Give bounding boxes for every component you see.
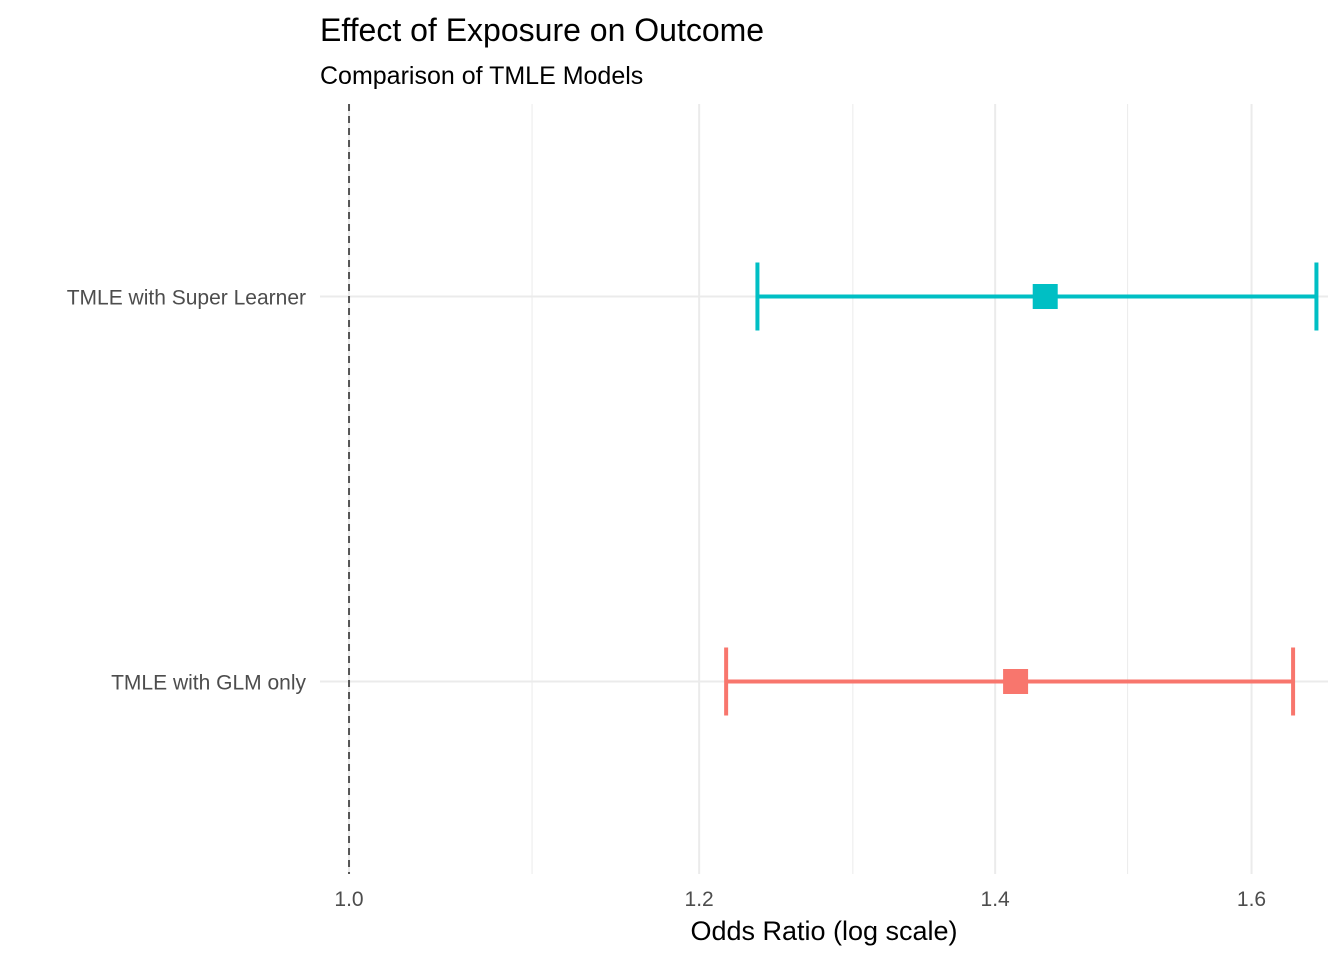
x-tick-label: 1.0 [334, 888, 363, 911]
plot-marks [724, 262, 1319, 716]
y-axis-labels: TMLE with GLM only TMLE with Super Learne… [67, 287, 307, 695]
x-tick-label: 1.6 [1237, 888, 1266, 911]
minor-gridlines [531, 104, 1129, 874]
x-tick-label: 1.4 [981, 888, 1011, 911]
point-estimate [1032, 284, 1058, 309]
x-axis-labels: 1.0 1.2 1.4 1.6 [334, 888, 1266, 911]
point-estimate [1003, 669, 1029, 694]
major-gridlines [320, 104, 1328, 874]
x-tick-label: 1.2 [685, 888, 714, 911]
y-tick-label: TMLE with Super Learner [67, 287, 306, 310]
y-tick-label: TMLE with GLM only [111, 672, 306, 695]
x-axis-title: Odds Ratio (log scale) [690, 916, 957, 946]
chart-subtitle: Comparison of TMLE Models [320, 62, 643, 90]
chart-title: Effect of Exposure on Outcome [320, 12, 764, 48]
